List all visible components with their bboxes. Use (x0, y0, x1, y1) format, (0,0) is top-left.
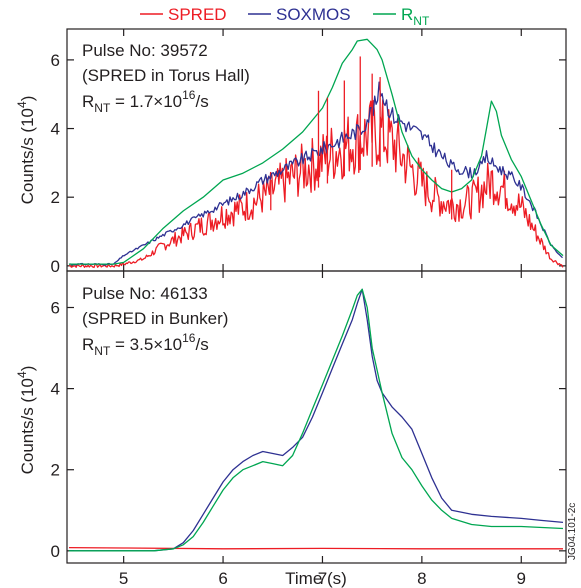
top-y-tick-label: 4 (51, 120, 60, 139)
bottom-panel: 5 6 7 8 9 0 2 4 6 Pulse No: 46133 (SPRED in Bunk… (15, 270, 578, 588)
top-series (68, 38, 564, 269)
bottom-series-rnt (69, 288, 564, 552)
x-tick-label: 5 (119, 569, 128, 588)
bottom-y-tick-label: 0 (51, 542, 60, 561)
bottom-series (68, 288, 564, 552)
bottom-series-soxmos (69, 288, 564, 552)
top-y-axis-title: Counts/s (104) (15, 96, 37, 205)
bottom-annotation: Pulse No: 46133 (SPRED in Bunker) RNT = … (82, 284, 228, 358)
bottom-y-tick-label: 2 (51, 461, 60, 480)
top-y-tick-label: 6 (51, 51, 60, 70)
legend-label-soxmos: SOXMOS (276, 5, 351, 24)
top-series-spred (68, 99, 564, 269)
bottom-pulse-label: Pulse No: 46133 (82, 284, 208, 303)
top-series-rnt (69, 38, 564, 265)
legend-label-spred: SPRED (168, 5, 227, 24)
top-rnt-label: RNT = 1.7×1016/s (82, 88, 209, 115)
legend: SPRED SOXMOS RNT (140, 5, 430, 28)
top-y-tick-label: 0 (51, 257, 60, 276)
bottom-y-tick-label: 6 (51, 299, 60, 318)
top-y-tick-label: 2 (51, 188, 60, 207)
bottom-location-label: (SPRED in Bunker) (82, 309, 228, 328)
top-ticks: 0 2 4 6 (51, 29, 566, 276)
top-location-label: (SPRED in Torus Hall) (82, 66, 250, 85)
top-pulse-label: Pulse No: 39572 (82, 41, 208, 60)
x-tick-label: 6 (218, 569, 227, 588)
bottom-y-tick-label: 4 (51, 380, 60, 399)
bottom-rnt-label: RNT = 3.5×1016/s (82, 331, 209, 358)
x-tick-label: 7 (318, 569, 327, 588)
bottom-series-spred (68, 546, 563, 550)
x-tick-label: 9 (517, 569, 526, 588)
top-panel: 0 2 4 6 Pulse No: 39572 (SPRED in Torus Hal… (15, 28, 567, 276)
x-tick-label: 8 (417, 569, 426, 588)
x-axis-title: Time (s) (285, 569, 347, 588)
top-annotation: Pulse No: 39572 (SPRED in Torus Hall) RN… (82, 41, 250, 115)
legend-label-rnt: RNT (401, 5, 430, 28)
figure-id-tag: JG04.101-2c (567, 503, 578, 560)
bottom-plot-frame (66, 270, 567, 564)
bottom-y-axis-title: Counts/s (104) (15, 366, 37, 475)
bottom-ticks: 5 6 7 8 9 0 2 4 6 (51, 271, 566, 588)
